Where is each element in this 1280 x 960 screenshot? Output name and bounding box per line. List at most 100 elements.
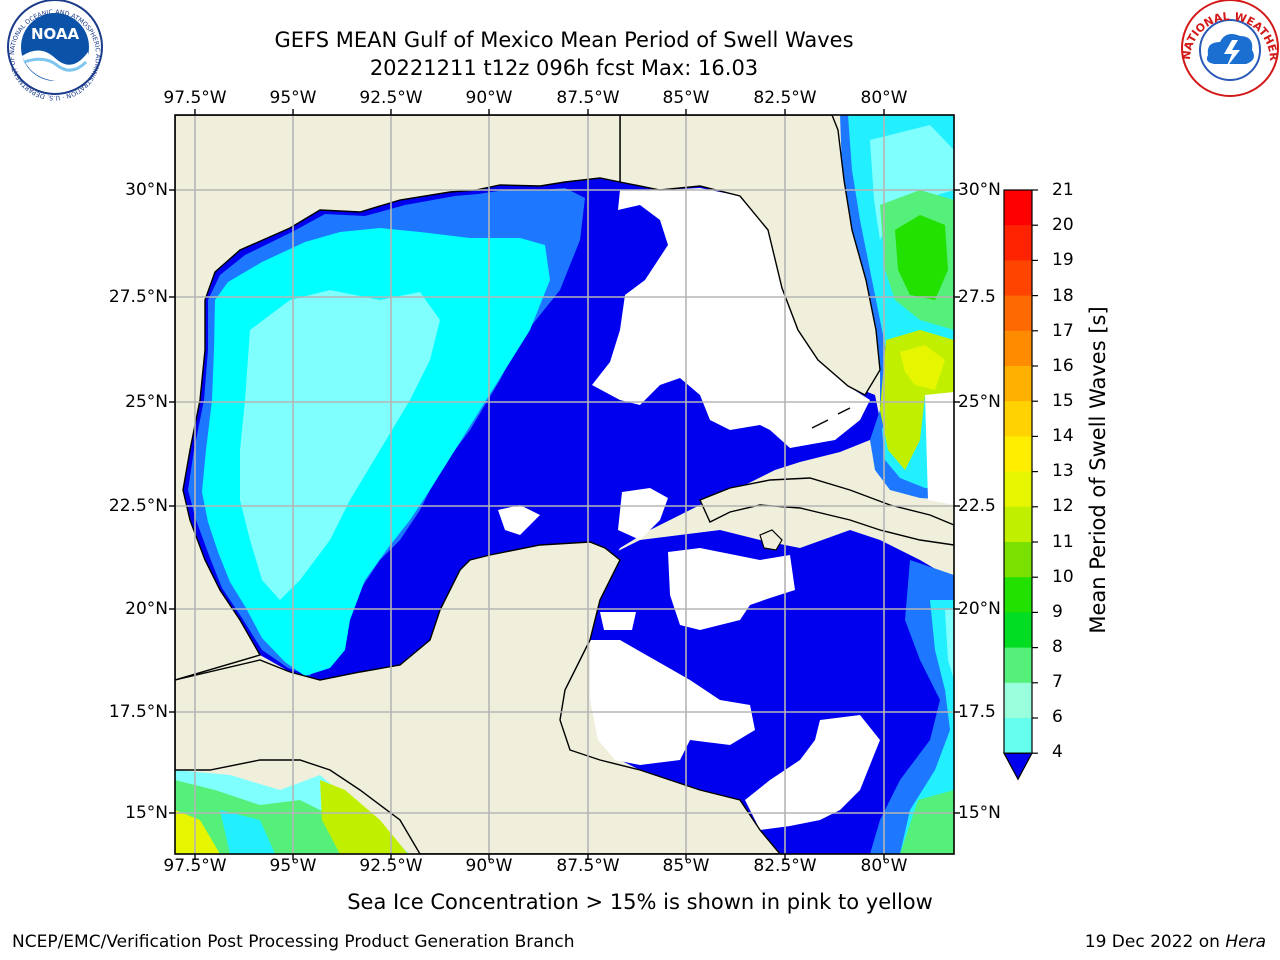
- colorbar-tick-label: 13: [1052, 461, 1074, 481]
- colorbar-segment: [1004, 366, 1032, 402]
- pacific-green: [175, 780, 360, 854]
- atlantic-bright-green: [895, 215, 948, 300]
- lon-label-top: 87.5°W: [556, 88, 620, 108]
- lat-label-right: 25°N: [958, 392, 1001, 412]
- isle-of-youth: [759, 529, 783, 551]
- colorbar-tick-label: 4: [1052, 742, 1063, 762]
- caribbean-green: [900, 790, 954, 854]
- footer-host: Hera: [1225, 932, 1266, 952]
- lat-label-left: 20°N: [125, 599, 168, 619]
- yucatan-land: [175, 541, 781, 854]
- lon-label-bottom: 82.5°W: [753, 856, 817, 876]
- colorbar-tick-label: 21: [1052, 180, 1074, 200]
- map-frame: [174, 114, 955, 855]
- colorbar-tick-label: 12: [1052, 496, 1074, 516]
- footer-date-text: 19 Dec 2022 on: [1084, 932, 1226, 952]
- colorbar-tick-label: 9: [1052, 602, 1063, 622]
- colorbar-tick-label: 11: [1052, 532, 1074, 552]
- colorbar-tick-label: 17: [1052, 321, 1074, 341]
- colorbar-tick-label: 16: [1052, 356, 1074, 376]
- colorbar-tick-label: 19: [1052, 250, 1074, 270]
- colorbar-segment: [1004, 542, 1032, 578]
- colorbar-segment: [1004, 190, 1032, 226]
- lat-label-right: 30°N: [958, 180, 1001, 200]
- pacific-cyan-inner: [220, 810, 275, 854]
- lon-label-top: 80°W: [860, 88, 908, 108]
- colorbar-segment: [1004, 612, 1032, 649]
- colorbar-tick-label: 20: [1052, 215, 1074, 235]
- lat-label-left: 17.5°N: [108, 702, 168, 722]
- lat-label-left: 22.5°N: [108, 496, 168, 516]
- lat-label-left: 30°N: [125, 180, 168, 200]
- colorbar-segment: [1004, 506, 1032, 543]
- colorbar-tick-label: 6: [1052, 707, 1063, 727]
- cuba-land: [699, 477, 954, 546]
- footer-date: 19 Dec 2022 on Hera: [1085, 932, 1266, 952]
- colorbar-tick-label: 15: [1052, 391, 1074, 411]
- lon-label-bottom: 90°W: [465, 856, 513, 876]
- lat-label-right: 20°N: [958, 599, 1001, 619]
- colorbar-segment: [1004, 436, 1032, 473]
- colorbar-segment: [1004, 718, 1032, 754]
- colorbar-segment: [1004, 401, 1032, 437]
- colorbar-tick-label: 14: [1052, 426, 1074, 446]
- lon-label-top: 92.5°W: [359, 88, 423, 108]
- lon-label-bottom: 97.5°W: [163, 856, 227, 876]
- white-area-caribbean-3: [745, 715, 880, 830]
- atlantic-white: [925, 392, 954, 505]
- lon-label-bottom: 95°W: [269, 856, 317, 876]
- white-area-yucatan: [498, 505, 540, 535]
- pacific-yellow-green: [320, 780, 408, 854]
- colorbar-segment: [1004, 260, 1032, 297]
- lon-label-bottom: 85°W: [662, 856, 710, 876]
- lat-label-left: 15°N: [125, 803, 168, 823]
- colorbar-tick-label: 18: [1052, 286, 1074, 306]
- colorbar-segment: [1004, 295, 1032, 332]
- swell-period-field: [175, 115, 954, 854]
- colorbar-segment: [1004, 471, 1032, 508]
- sea-ice-note: Sea Ice Concentration > 15% is shown in …: [347, 890, 933, 914]
- lon-label-top: 82.5°W: [753, 88, 817, 108]
- florida-land: [619, 115, 881, 396]
- colorbar-segment: [1004, 577, 1032, 613]
- tick-marks: [169, 109, 960, 860]
- colorbar-segment: [1004, 682, 1032, 719]
- mexico-land: [175, 115, 621, 681]
- colorbar-tick-label: 7: [1052, 672, 1063, 692]
- lat-label-right: 17.5: [958, 702, 996, 722]
- footer-credit: NCEP/EMC/Verification Post Processing Pr…: [12, 932, 575, 952]
- plot-title-line1: GEFS MEAN Gulf of Mexico Mean Period of …: [274, 28, 854, 52]
- colorbar-tick-label: 8: [1052, 637, 1063, 657]
- colorbar-segment: [1004, 225, 1032, 261]
- light-cyan-zone: [240, 290, 440, 600]
- colorbar-extend-arrow: [1002, 752, 1034, 781]
- lon-label-top: 85°W: [662, 88, 710, 108]
- caribbean-cyan: [900, 600, 954, 854]
- florida-keys: [811, 407, 851, 429]
- lat-label-left: 25°N: [125, 392, 168, 412]
- caribbean-light-cyan: [945, 610, 954, 680]
- lon-label-bottom: 80°W: [860, 856, 908, 876]
- colorbar: [1002, 189, 1038, 781]
- white-area-east-gulf: [592, 188, 870, 448]
- white-area-caribbean-2: [590, 640, 755, 765]
- colorbar-label: Mean Period of Swell Waves [s]: [1086, 306, 1110, 634]
- lon-label-bottom: 92.5°W: [359, 856, 423, 876]
- lon-label-top: 97.5°W: [163, 88, 227, 108]
- gridlines: [175, 115, 954, 854]
- colorbar-segment: [1004, 647, 1032, 684]
- plot-title-line2: 20221211 t12z 096h fcst Max: 16.03: [369, 56, 759, 80]
- lat-label-left: 27.5°N: [108, 287, 168, 307]
- colorbar-segment: [1004, 330, 1032, 367]
- colorbar-tick-label: 10: [1052, 567, 1074, 587]
- atlantic-yellow: [900, 345, 945, 390]
- lon-label-top: 90°W: [465, 88, 513, 108]
- white-area-north: [618, 488, 668, 540]
- lat-label-right: 15°N: [958, 803, 1001, 823]
- white-area-caribbean-4: [600, 612, 636, 630]
- lon-label-bottom: 87.5°W: [556, 856, 620, 876]
- pacific-yellow: [175, 810, 220, 854]
- lat-label-right: 22.5: [958, 496, 996, 516]
- lat-label-right: 27.5: [958, 287, 996, 307]
